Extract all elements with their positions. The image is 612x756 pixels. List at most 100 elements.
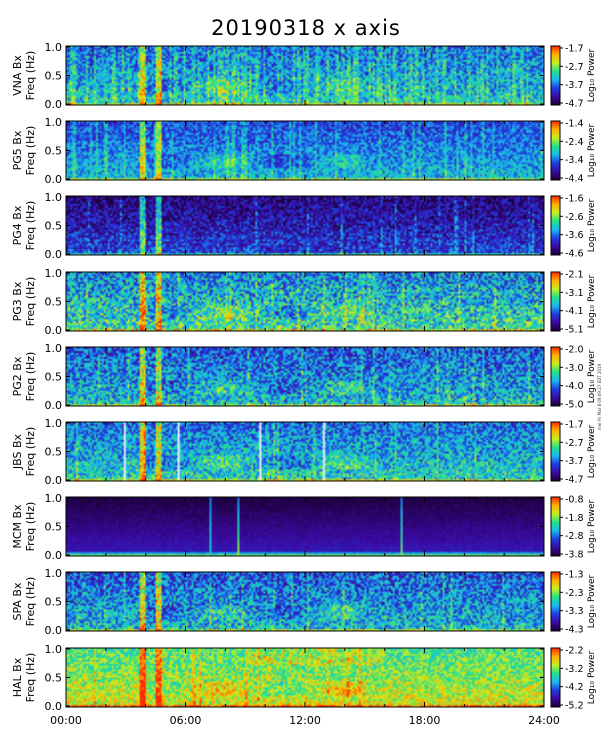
colorbar-tick-label: -3.3 — [565, 606, 584, 617]
y-axis-label-freq: Freq (Hz) — [24, 427, 37, 477]
y-axis-label-station: PG5 Bx — [11, 130, 24, 170]
spectrogram-vna — [66, 46, 544, 105]
spectrogram-jbs — [66, 422, 544, 481]
colorbar-tick-label: -4.7 — [565, 99, 584, 110]
panel-pg4: 0.0 0.5 1.0 PG4 Bx Freq (Hz) -1.6 -2.6 -3.6 -4.6… — [11, 191, 597, 261]
colorbar-tick-label: -4.7 — [565, 475, 584, 486]
y-axis-label-freq: Freq (Hz) — [24, 577, 37, 627]
spectrogram-pg5 — [66, 121, 544, 180]
colorbar-tick-label: -4.3 — [565, 625, 584, 636]
colorbar — [550, 346, 561, 407]
y-axis-label-freq: Freq (Hz) — [24, 201, 37, 251]
colorbar-tick-label: -0.8 — [565, 495, 584, 506]
spectrogram-pg3 — [66, 272, 544, 331]
y-tick-label: 0.5 — [45, 145, 63, 158]
y-tick-label: 1.0 — [45, 492, 63, 505]
y-axis-label-station: PG4 Bx — [11, 205, 24, 245]
y-tick-label: 1.0 — [45, 116, 63, 129]
colorbar — [550, 647, 561, 708]
spectrogram-mcm — [66, 497, 544, 556]
y-tick-label: 1.0 — [45, 191, 63, 204]
y-axis-label-station: SPA Bx — [11, 582, 24, 620]
colorbar-tick-label: -5.1 — [565, 325, 584, 336]
y-tick-label: 0.0 — [45, 700, 63, 713]
y-tick-label: 0.5 — [45, 70, 63, 83]
x-tick-label: 24:00 — [528, 714, 560, 727]
colorbar-tick-label: -2.7 — [565, 62, 584, 73]
chart-title: 20190318 x axis — [211, 16, 401, 40]
y-tick-label: 0.5 — [45, 220, 63, 233]
colorbar-tick-label: -3.7 — [565, 80, 584, 91]
colorbar — [550, 120, 561, 181]
colorbar-label: Log₁₀ Power — [587, 651, 597, 705]
y-tick-label: 0.0 — [45, 98, 63, 111]
colorbar-label: Log₁₀ Power — [587, 199, 597, 253]
colorbar — [550, 421, 561, 482]
colorbar-tick-label: -4.4 — [565, 174, 584, 185]
y-tick-label: 0.0 — [45, 474, 63, 487]
y-axis-label-freq: Freq (Hz) — [24, 277, 37, 327]
colorbar-tick-label: -2.4 — [565, 137, 584, 148]
colorbar — [550, 571, 561, 632]
y-tick-label: 0.5 — [45, 596, 63, 609]
y-axis-label-station: VNA Bx — [11, 55, 24, 96]
x-tick-label: 18:00 — [409, 714, 441, 727]
y-tick-label: 1.0 — [45, 567, 63, 580]
y-tick-label: 0.5 — [45, 371, 63, 384]
y-axis-label-freq: Freq (Hz) — [24, 51, 37, 101]
colorbar-tick-label: -2.7 — [565, 438, 584, 449]
colorbar-tick-label: -1.6 — [565, 194, 584, 205]
colorbar-label: Log₁₀ Power — [587, 124, 597, 178]
panel-pg5: 0.0 0.5 1.0 PG5 Bx Freq (Hz) -1.4 -2.4 -3.4 -4.4… — [11, 116, 597, 186]
y-tick-label: 0.5 — [45, 521, 63, 534]
y-axis-label-station: HAL Bx — [11, 657, 24, 697]
colorbar-label: Log₁₀ Power — [587, 425, 597, 479]
spectrogram-pg4 — [66, 196, 544, 255]
colorbar — [550, 45, 561, 106]
y-tick-label: 0.0 — [45, 173, 63, 186]
colorbar-tick-label: -2.2 — [565, 646, 584, 657]
y-axis-label-station: MCM Bx — [11, 504, 24, 549]
y-tick-label: 0.5 — [45, 446, 63, 459]
y-axis-label-station: PG3 Bx — [11, 281, 24, 321]
colorbar-tick-label: -1.7 — [565, 44, 584, 55]
timestamp-caption-text: mel Fri Mar 8 09:09:27 EDT 2019 — [597, 363, 602, 430]
y-tick-label: 1.0 — [45, 643, 63, 656]
x-tick-label: 12:00 — [289, 714, 321, 727]
spectrogram-spa — [66, 572, 544, 631]
colorbar-tick-label: -1.7 — [565, 420, 584, 431]
spectrogram-pg2 — [66, 347, 544, 406]
y-tick-label: 1.0 — [45, 342, 63, 355]
colorbar-tick-label: -5.2 — [565, 701, 584, 712]
panel-hal: 0.0 0.5 1.0 HAL Bx Freq (Hz) -2.2 -3.2 -4.2 -5.2… — [11, 643, 597, 713]
y-axis-label-station: PG2 Bx — [11, 356, 24, 396]
colorbar-label: Log₁₀ Power — [587, 275, 597, 329]
y-tick-label: 0.0 — [45, 324, 63, 337]
colorbar-tick-label: -2.6 — [565, 212, 584, 223]
colorbar-label: Log₁₀ Power — [587, 350, 597, 404]
y-tick-label: 0.0 — [45, 549, 63, 562]
colorbar-tick-label: -3.6 — [565, 230, 584, 241]
y-axis-label-freq: Freq (Hz) — [24, 653, 37, 703]
colorbar-tick-label: -3.0 — [565, 363, 584, 374]
colorbar-tick-label: -2.3 — [565, 588, 584, 599]
y-tick-label: 0.0 — [45, 248, 63, 261]
panel-mcm: 0.0 0.5 1.0 MCM Bx Freq (Hz) -0.8 -1.8 -2.8 -3.8… — [11, 492, 597, 562]
y-tick-label: 1.0 — [45, 267, 63, 280]
panel-jbs: 0.0 0.5 1.0 JBS Bx Freq (Hz) -1.7 -2.7 -3.7 -4.7… — [11, 417, 597, 487]
panel-pg2: 0.0 0.5 1.0 PG2 Bx Freq (Hz) -2.0 -3.0 -4.0 -5.0… — [11, 342, 597, 412]
colorbar — [550, 496, 561, 557]
y-axis-label-station: JBS Bx — [11, 433, 24, 470]
colorbar-tick-label: -3.2 — [565, 664, 584, 675]
spectrogram-hal — [66, 648, 544, 707]
colorbar-tick-label: -4.1 — [565, 306, 584, 317]
colorbar — [550, 271, 561, 332]
panel-pg3: 0.0 0.5 1.0 PG3 Bx Freq (Hz) -2.1 -3.1 -4.1 -5.1… — [11, 267, 597, 337]
colorbar — [550, 195, 561, 256]
colorbar-label: Log₁₀ Power — [587, 49, 597, 103]
colorbar-tick-label: -3.7 — [565, 456, 584, 467]
y-tick-label: 1.0 — [45, 41, 63, 54]
colorbar-tick-label: -3.1 — [565, 288, 584, 299]
x-tick-label: 00:00 — [50, 714, 82, 727]
y-tick-label: 0.5 — [45, 296, 63, 309]
